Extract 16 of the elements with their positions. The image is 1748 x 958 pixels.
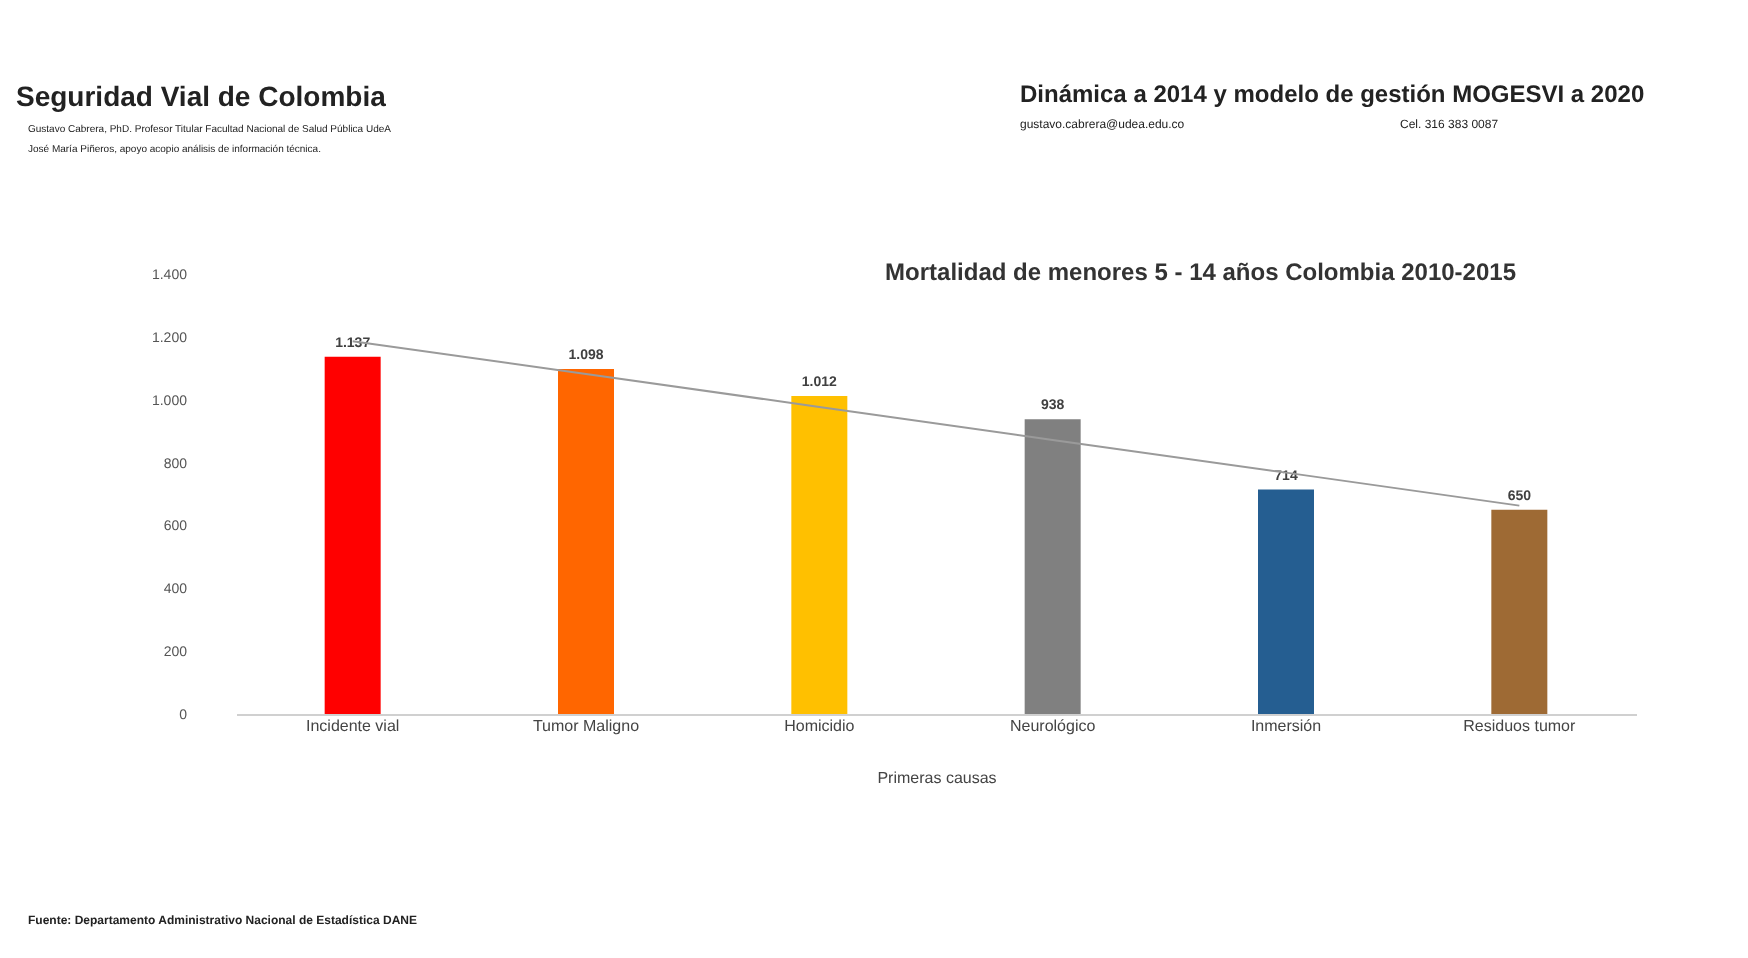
bar bbox=[1491, 509, 1548, 714]
x-tick-label: Residuos tumor bbox=[1463, 717, 1577, 735]
chart-title: Mortalidad de menores 5 - 14 años Colombia 2010-2015 bbox=[885, 258, 1517, 286]
text: Seguridad Vial de Colombia bbox=[16, 80, 386, 112]
bar bbox=[324, 356, 381, 714]
bar bbox=[1258, 489, 1314, 714]
text: Dinámica a 2014 y modelo de gestión MOGESVI a 2020 bbox=[1020, 80, 1645, 108]
bar bbox=[1024, 419, 1081, 714]
x-axis-title: Primeras causas bbox=[877, 769, 997, 787]
x-tick-label: Neurológico bbox=[1009, 717, 1097, 735]
x-tick-label: Incidente vial bbox=[305, 717, 400, 735]
bar bbox=[791, 395, 848, 714]
x-tick-label: Inmersión bbox=[1250, 717, 1322, 735]
x-tick-label: Homicidio bbox=[784, 717, 856, 735]
bar bbox=[558, 368, 614, 714]
x-tick-label: Tumor Maligno bbox=[532, 717, 641, 735]
